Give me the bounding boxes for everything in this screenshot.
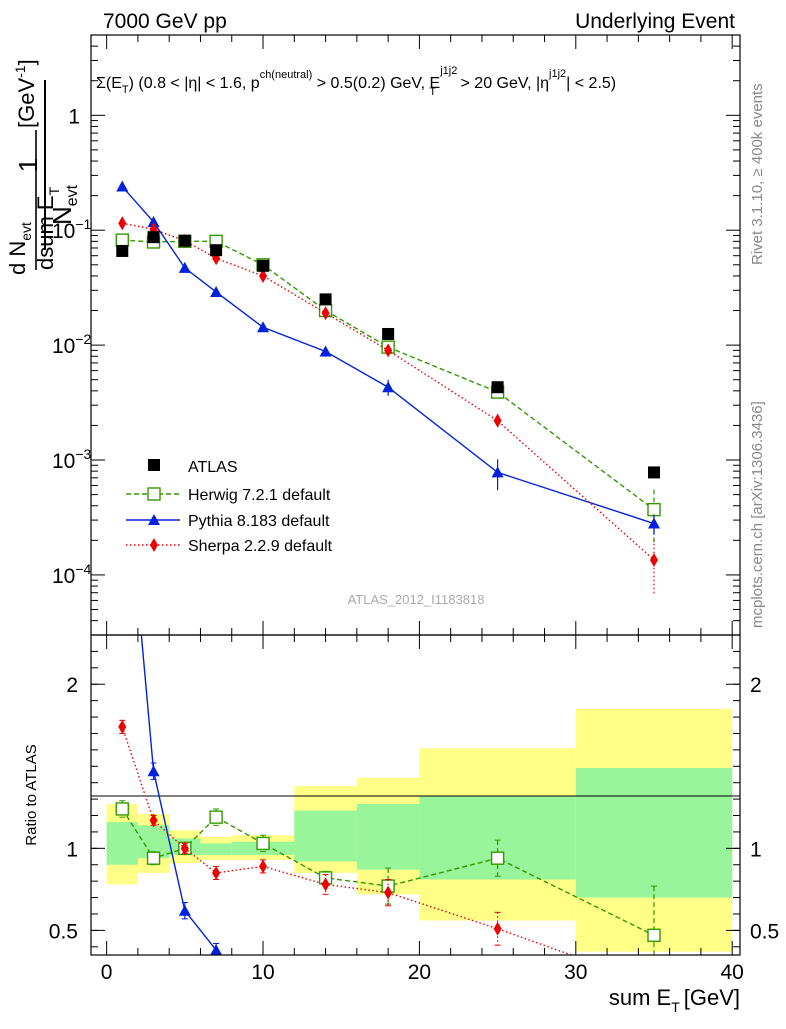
legend-marker-pythia <box>148 514 160 525</box>
header-right: Underlying Event <box>575 10 735 33</box>
green-band-bin <box>575 767 733 898</box>
ratio-y-label: Ratio to ATLAS <box>23 744 40 845</box>
ratio-point <box>493 921 502 936</box>
x-tick-label: 0 <box>101 961 113 984</box>
main-point <box>647 502 661 517</box>
main-point <box>178 261 191 273</box>
x-tick-label: 40 <box>721 961 744 984</box>
ratio-point <box>116 416 128 427</box>
x-axis-label: sum ET [GeV] <box>609 985 740 1015</box>
ratio-point <box>149 813 158 828</box>
header-left: 7000 GeV pp <box>103 10 227 33</box>
legend-marker-herwig <box>147 487 161 501</box>
main-y-tick-label: 1 <box>68 105 80 128</box>
main-title: Σ(ET) (0.8 < |η| < 1.6, pch(neutral) > 0… <box>96 65 616 98</box>
ratio-point <box>647 928 661 943</box>
svg-text:1: 1 <box>13 158 43 172</box>
ratio-point <box>384 885 393 900</box>
rivet-label: Rivet 3.1.10, ≥ 400k events <box>749 83 766 265</box>
main-point <box>147 215 160 227</box>
main-y-label-right: d Nevt <box>5 222 34 275</box>
ratio-point <box>209 810 223 824</box>
ratio-y-tick-label: 0.5 <box>49 920 78 943</box>
ratio-point <box>256 836 270 851</box>
ratio-y-tick-label-right: 2 <box>750 674 762 697</box>
legend-marker-atlas <box>148 459 160 471</box>
data-point <box>647 466 660 479</box>
svg-text:[GeV-1]: [GeV-1] <box>12 59 39 128</box>
ratio-point <box>212 865 221 880</box>
main-point <box>210 285 223 297</box>
main-y-label-unit: [GeV-1] <box>12 59 39 128</box>
ratio-point <box>490 851 505 865</box>
svg-text:dsum ET: dsum ET <box>33 186 62 270</box>
data-point <box>116 244 129 257</box>
x-tick-label: 10 <box>251 961 274 984</box>
main-point <box>384 343 393 358</box>
data-point <box>319 293 332 306</box>
green-band-bin <box>294 810 357 862</box>
data-point <box>147 231 160 244</box>
green-band-bin <box>356 804 420 870</box>
x-tick-label: 20 <box>408 961 431 984</box>
x-tick-label: 30 <box>564 961 587 984</box>
main-y-tick-label: 10−1 <box>52 216 92 243</box>
ratio-point <box>178 904 191 916</box>
ratio-series-line <box>140 635 217 951</box>
legend-label-atlas: ATLAS <box>188 459 238 476</box>
main-point <box>116 180 129 192</box>
ratio-point <box>115 802 129 816</box>
main-point <box>257 321 270 333</box>
main-point <box>493 413 502 428</box>
data-point <box>210 244 223 257</box>
main-series-layer <box>115 180 661 595</box>
mcplots-label: mcplots.cern.ch [arXiv:1306.3436] <box>749 401 766 628</box>
ratio-y-tick-label-right: 1 <box>750 838 762 861</box>
ratio-bands-layer <box>106 708 733 952</box>
ratio-y-tick-label: 1 <box>66 838 78 861</box>
legend-marker-sherpa <box>150 538 158 552</box>
svg-text:Nevt: Nevt <box>47 184 81 225</box>
ratio-point <box>321 877 330 892</box>
ratio-point <box>259 859 268 874</box>
main-point <box>259 268 268 283</box>
legend-label-herwig: Herwig 7.2.1 default <box>188 487 331 504</box>
ratio-point <box>146 851 161 865</box>
main-y-tick-label: 10−4 <box>52 561 92 588</box>
data-point <box>491 381 504 394</box>
svg-text:d Nevt: d Nevt <box>5 222 34 275</box>
ratio-y-tick-label-right: 0.5 <box>750 920 779 943</box>
ratio-point <box>147 765 160 777</box>
main-point <box>118 216 127 231</box>
data-point <box>257 259 270 272</box>
ratio-point <box>210 944 223 955</box>
legend-label-sherpa: Sherpa 2.2.9 default <box>188 538 333 555</box>
green-band-bin <box>200 843 232 855</box>
main-point <box>115 233 129 247</box>
green-band-bin <box>106 822 138 865</box>
ratio-series-line <box>121 726 574 955</box>
main-point <box>491 466 504 478</box>
ratio-point <box>180 841 189 856</box>
legend-label-pythia: Pythia 8.183 default <box>188 513 330 530</box>
ratio-point <box>118 719 127 734</box>
ratio-y-tick-label: 2 <box>66 674 78 697</box>
main-point <box>649 552 658 567</box>
analysis-watermark: ATLAS_2012_I1183818 <box>348 592 485 607</box>
main-ticks: 1 10−1 10−2 10−3 10−4 <box>52 34 740 636</box>
ratio-frame <box>90 634 741 956</box>
main-y-label-den: dsum ET <box>33 186 62 270</box>
data-point <box>382 327 395 340</box>
data-point <box>178 234 191 247</box>
main-y-tick-label: 10−2 <box>52 331 92 358</box>
main-y-tick-label: 10−3 <box>52 446 92 473</box>
ratio-ticks: 2 2 1 1 0.5 0.5 0 10 20 30 40 <box>49 635 779 984</box>
main-point <box>321 306 330 321</box>
main-point <box>382 381 395 393</box>
legend: ATLAS Herwig 7.2.1 default Pythia 8.183 … <box>126 459 333 555</box>
main-point <box>647 517 660 529</box>
ratio-series-layer <box>115 416 661 955</box>
main-point <box>319 345 332 357</box>
